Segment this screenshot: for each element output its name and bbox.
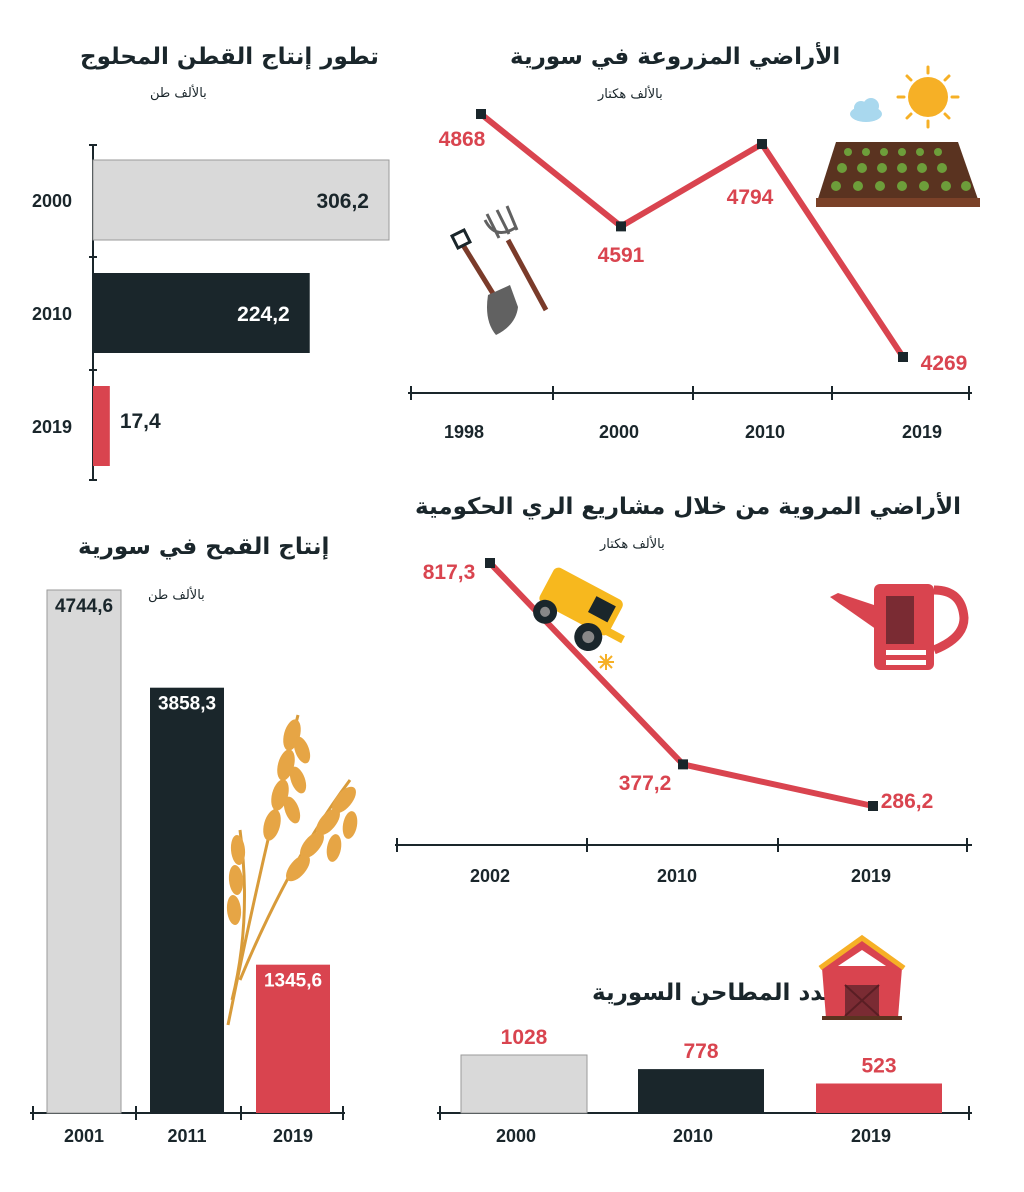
mills-bar [638,1069,764,1113]
irrigated-series-line [487,560,874,809]
lands-value-label: 4269 [921,352,968,375]
cotton-title: تطور إنتاج القطن المحلوج [80,44,379,70]
wheat-title: إنتاج القمح في سورية [78,534,330,560]
lands-x-tick-label: 2000 [599,422,639,442]
lands-series-line [479,111,906,359]
lands-value-label: 4591 [598,244,645,267]
wheat-value-label: 4744,6 [55,596,113,617]
irrigated-point [868,801,878,811]
mills-category-label: 2019 [851,1126,891,1146]
lands-point [476,109,486,119]
wheat-unit: بالألف طن [148,588,205,603]
wheat-value-label: 1345,6 [264,971,322,992]
mills-category-label: 2000 [496,1126,536,1146]
cotton-bar [93,386,110,466]
lands-title: الأراضي المزروعة في سورية [510,44,841,70]
irrigated-value-label: 377,2 [619,772,672,795]
irrigated-point [485,558,495,568]
irrigated-value-label: 817,3 [423,561,476,584]
lands-point [757,139,767,150]
lands-value-label: 4868 [439,128,486,151]
mills-bar [816,1083,942,1113]
mills-value-label: 523 [861,1054,896,1077]
lands-x-tick-label: 2019 [902,422,942,442]
irrigated-x-tick-label: 2002 [470,866,510,886]
irrigated-x-tick-label: 2010 [657,866,697,886]
cotton-value-label: 224,2 [237,303,290,326]
cotton-unit: بالألف طن [150,86,207,101]
mills-category-label: 2010 [673,1126,713,1146]
mills-bar [460,1054,588,1114]
cotton-value-label: 17,4 [120,410,161,433]
cotton-bar [93,273,310,353]
irrigated-x-tick-label: 2019 [851,866,891,886]
lands-value-label: 4794 [727,186,774,209]
irrigated-title: الأراضي المروية من خلال مشاريع الري الحك… [415,494,961,520]
mills-value-label: 1028 [501,1026,548,1049]
lands-x-tick-label: 1998 [444,422,484,442]
lands-unit: بالألف هكتار [598,87,663,102]
wheat-value-label: 3858,3 [158,694,216,715]
irrigated-value-label: 286,2 [881,790,934,813]
wheat-category-label: 2011 [167,1126,206,1146]
cotton-category-label: 2000 [32,191,72,211]
lands-point [616,221,626,232]
wheat-category-label: 2001 [64,1126,104,1146]
wheat-category-label: 2019 [273,1126,313,1146]
irrigated-point [678,759,688,770]
lands-point [898,352,908,362]
lands-x-tick-label: 2010 [745,422,785,442]
cotton-value-label: 306,2 [316,190,369,213]
cotton-category-label: 2019 [32,417,72,437]
mills-value-label: 778 [683,1040,718,1063]
mills-title: عدد المطاحن السورية [592,980,840,1006]
irrigated-unit: بالألف هكتار [600,537,665,552]
wheat-bar [150,687,224,1113]
wheat-bar [46,589,122,1114]
cotton-category-label: 2010 [32,304,72,324]
cotton-bar [92,159,390,241]
